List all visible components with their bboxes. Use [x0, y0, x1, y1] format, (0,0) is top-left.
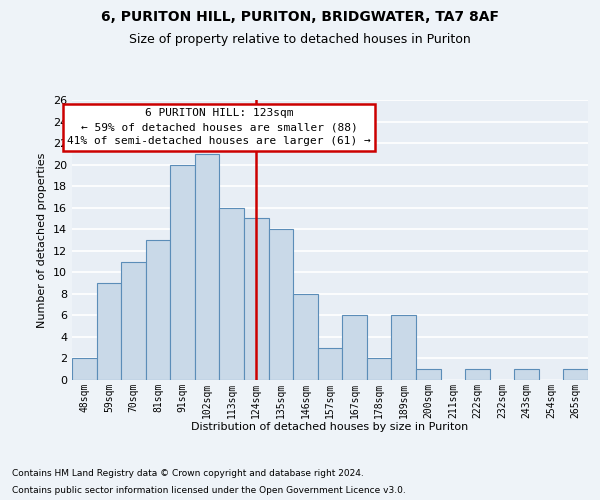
- Bar: [342, 316, 367, 380]
- Bar: [318, 348, 342, 380]
- Text: Contains HM Land Registry data © Crown copyright and database right 2024.: Contains HM Land Registry data © Crown c…: [12, 468, 364, 477]
- Text: 6, PURITON HILL, PURITON, BRIDGWATER, TA7 8AF: 6, PURITON HILL, PURITON, BRIDGWATER, TA…: [101, 10, 499, 24]
- Text: 6 PURITON HILL: 123sqm
← 59% of detached houses are smaller (88)
41% of semi-det: 6 PURITON HILL: 123sqm ← 59% of detached…: [67, 108, 371, 146]
- Bar: [97, 283, 121, 380]
- Bar: [170, 164, 195, 380]
- Bar: [195, 154, 220, 380]
- Text: Size of property relative to detached houses in Puriton: Size of property relative to detached ho…: [129, 32, 471, 46]
- Bar: [220, 208, 244, 380]
- Bar: [72, 358, 97, 380]
- Bar: [465, 369, 490, 380]
- Bar: [244, 218, 269, 380]
- Bar: [121, 262, 146, 380]
- Bar: [416, 369, 440, 380]
- Bar: [146, 240, 170, 380]
- Text: Contains public sector information licensed under the Open Government Licence v3: Contains public sector information licen…: [12, 486, 406, 495]
- Y-axis label: Number of detached properties: Number of detached properties: [37, 152, 47, 328]
- Bar: [367, 358, 391, 380]
- Bar: [391, 316, 416, 380]
- Bar: [293, 294, 318, 380]
- Bar: [563, 369, 588, 380]
- Bar: [269, 229, 293, 380]
- Text: Distribution of detached houses by size in Puriton: Distribution of detached houses by size …: [191, 422, 469, 432]
- Bar: [514, 369, 539, 380]
